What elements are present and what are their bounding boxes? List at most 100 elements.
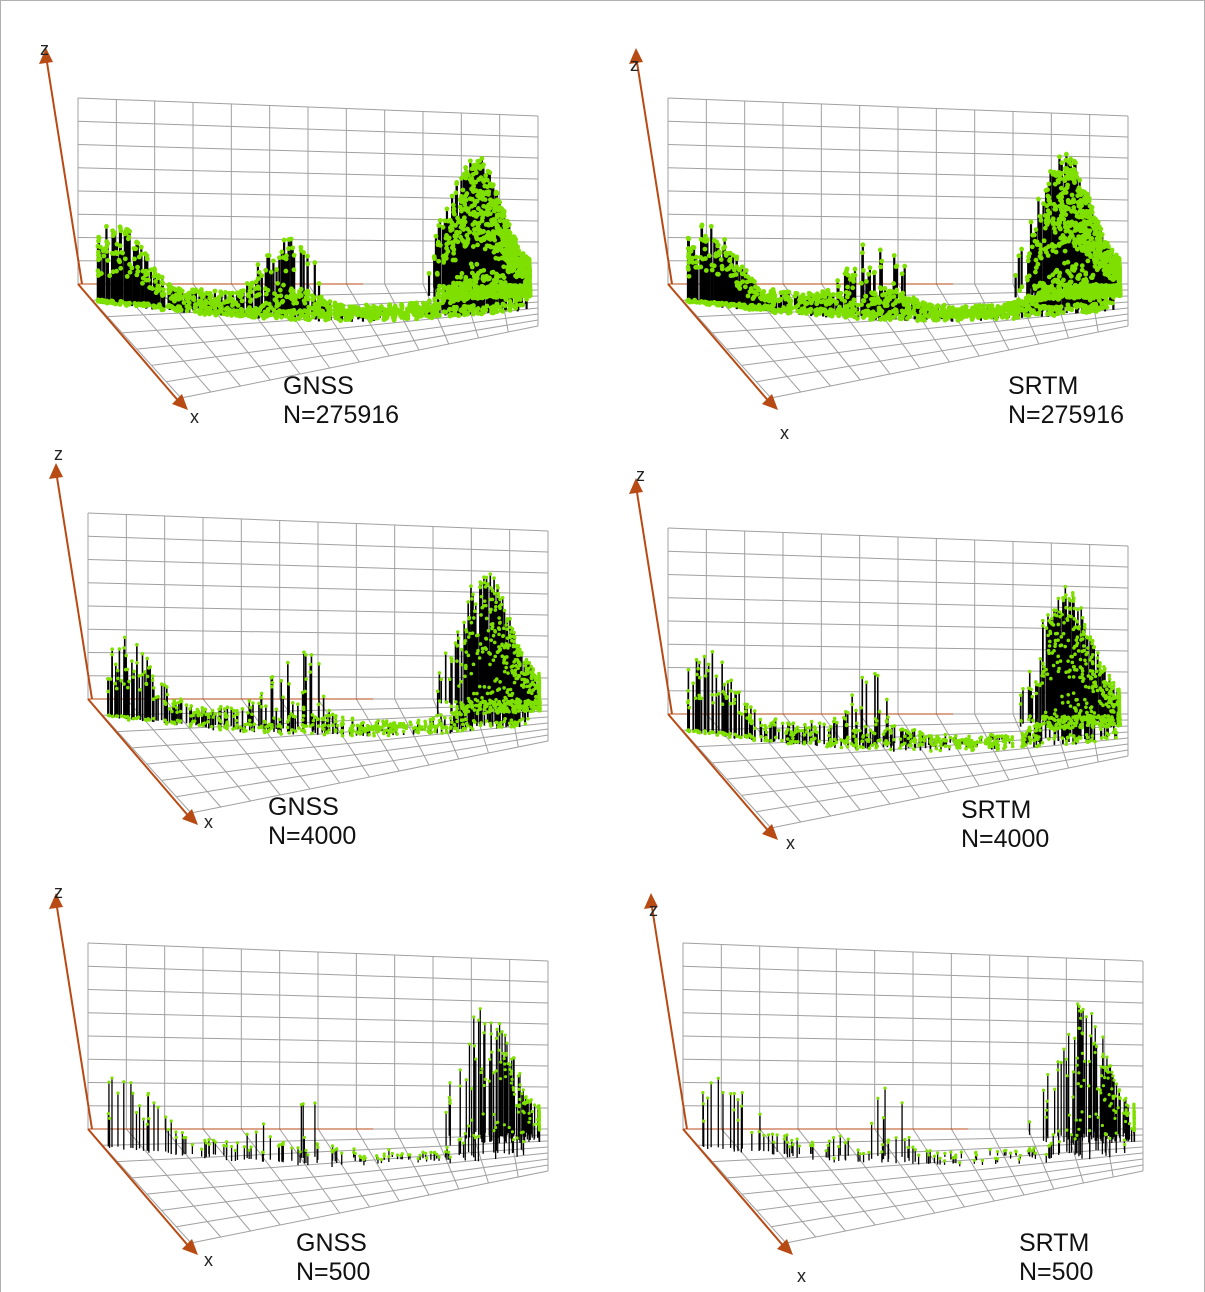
- data-point: [419, 308, 424, 314]
- data-point: [480, 193, 486, 199]
- data-point: [484, 303, 490, 309]
- data-point: [245, 313, 251, 319]
- data-point: [426, 314, 432, 320]
- data-point: [288, 313, 294, 318]
- data-point: [469, 196, 475, 202]
- data-point: [172, 298, 177, 304]
- data-point: [264, 291, 269, 297]
- gridline: [667, 120, 1129, 138]
- data-point: [327, 313, 332, 319]
- data-point: [502, 303, 508, 309]
- z-axis-arrow-icon: [629, 48, 643, 64]
- data-point: [475, 206, 481, 211]
- data-point: [186, 300, 192, 306]
- data-point: [156, 275, 161, 281]
- x-axis-label: x: [190, 407, 199, 427]
- data-point: [526, 275, 532, 281]
- data-point: [305, 253, 310, 259]
- data-point: [187, 305, 192, 310]
- data-point: [458, 274, 464, 280]
- data-point: [239, 292, 245, 298]
- data-point: [495, 199, 501, 205]
- data-point: [296, 316, 302, 321]
- data-point: [475, 272, 481, 278]
- data-point: [486, 222, 492, 228]
- data-point: [191, 297, 197, 303]
- data-point: [183, 292, 188, 298]
- data-point: [140, 280, 145, 286]
- data-point: [135, 269, 141, 275]
- data-point: [325, 304, 331, 309]
- data-point: [461, 304, 467, 309]
- data-point: [291, 252, 297, 258]
- data-point: [173, 287, 179, 293]
- data-point: [497, 205, 503, 211]
- data-point: [306, 307, 311, 313]
- data-point: [319, 308, 325, 314]
- data-point: [446, 240, 452, 246]
- data-point: [199, 289, 204, 295]
- data-point: [514, 249, 519, 255]
- data-point: [214, 310, 220, 315]
- data-point: [443, 309, 449, 315]
- z-axis-arrow-icon: [39, 48, 53, 64]
- data-point: [255, 284, 261, 290]
- data-point: [262, 314, 268, 320]
- data-point: [248, 284, 254, 290]
- data-point: [520, 302, 526, 308]
- source-label: GNSS: [283, 372, 354, 400]
- data-point: [239, 311, 244, 317]
- data-point: [452, 257, 458, 263]
- data-point: [279, 249, 285, 255]
- data-point: [498, 229, 504, 234]
- data-point: [488, 305, 494, 311]
- data-point: [318, 313, 324, 318]
- data-point: [263, 267, 269, 273]
- data-point: [283, 268, 289, 274]
- data-point: [467, 158, 473, 164]
- data-point: [491, 208, 497, 214]
- data-point: [470, 189, 476, 194]
- data-point: [478, 237, 484, 243]
- data-point: [458, 234, 464, 240]
- data-point: [459, 270, 465, 276]
- data-point: [304, 313, 310, 319]
- data-point: [310, 314, 316, 320]
- data-point: [219, 292, 224, 297]
- data-point: [288, 236, 294, 242]
- data-point: [160, 287, 166, 292]
- z-axis-label: z: [40, 39, 49, 59]
- data-point: [340, 306, 346, 312]
- data-point: [202, 302, 208, 308]
- data-point: [485, 212, 491, 217]
- data-point: [432, 256, 437, 262]
- data-point: [447, 291, 453, 297]
- data-point: [290, 245, 296, 251]
- data-point: [474, 307, 480, 313]
- data-point: [207, 292, 213, 298]
- data-point: [511, 234, 517, 240]
- sample-count-label: N=275916: [283, 401, 400, 429]
- data-point: [440, 288, 445, 294]
- data-point: [283, 256, 289, 262]
- data-point: [463, 290, 469, 295]
- x-axis: [77, 283, 182, 405]
- data-point: [491, 221, 497, 227]
- data-point: [487, 197, 493, 203]
- data-point: [143, 277, 149, 283]
- data-point: [212, 288, 218, 294]
- data-point: [275, 280, 281, 286]
- data-point: [437, 218, 443, 223]
- data-point: [256, 269, 262, 275]
- x-axis-arrow-icon: [172, 394, 188, 410]
- data-point: [181, 300, 187, 306]
- data-point: [289, 290, 295, 295]
- data-point: [166, 286, 172, 292]
- data-point: [447, 306, 453, 312]
- data-point: [486, 189, 492, 195]
- data-point: [453, 285, 459, 291]
- data-point: [502, 225, 508, 231]
- data-point: [437, 242, 443, 248]
- data-point: [468, 261, 474, 267]
- data-point: [477, 188, 483, 194]
